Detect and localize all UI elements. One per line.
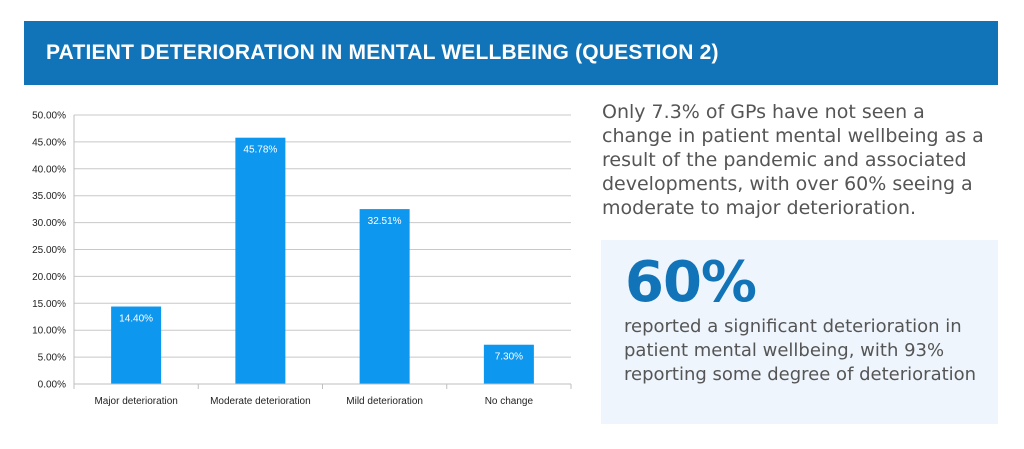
data-label: 45.78% [243, 145, 277, 156]
x-tick-label: Mild deterioration [346, 396, 423, 407]
summary-text: Only 7.3% of GPs have not seen a change … [602, 101, 984, 219]
bar [235, 137, 286, 384]
y-tick-label: 25.00% [32, 245, 66, 256]
y-tick-label: 20.00% [32, 272, 66, 283]
data-label: 32.51% [368, 216, 402, 227]
bar-chart-svg: 0.00% 5.00% 10.00% 15.00% 20.00% 25.00% 30.00%… [32, 111, 572, 407]
y-tick-label: 40.00% [32, 164, 66, 175]
y-tick-label: 15.00% [32, 299, 66, 310]
x-tick-label: No change [485, 396, 534, 407]
bar-chart: 0.00% 5.00% 10.00% 15.00% 20.00% 25.00% 30.00%… [24, 100, 584, 420]
callout-box: 60% reported a significant deterioration… [601, 240, 998, 424]
bar [111, 306, 162, 384]
y-tick-label: 35.00% [32, 191, 66, 202]
y-tick-label: 5.00% [38, 353, 66, 364]
bar [483, 344, 534, 384]
callout-headline: 60% [625, 250, 757, 315]
bar [359, 209, 410, 384]
data-label: 7.30% [495, 352, 523, 363]
x-tick-label: Moderate deterioration [210, 396, 311, 407]
x-tick-label: Major deterioration [94, 396, 177, 407]
header-banner: PATIENT DETERIORATION IN MENTAL WELLBEIN… [24, 21, 998, 85]
callout-text: reported a significant deterioration in … [624, 316, 977, 385]
y-tick-label: 30.00% [32, 218, 66, 229]
y-tick-label: 45.00% [32, 137, 66, 148]
y-tick-label: 50.00% [32, 111, 66, 122]
page-title: PATIENT DETERIORATION IN MENTAL WELLBEIN… [46, 41, 719, 64]
y-tick-label: 0.00% [38, 380, 66, 391]
data-label: 14.40% [119, 314, 153, 325]
y-tick-label: 10.00% [32, 326, 66, 337]
